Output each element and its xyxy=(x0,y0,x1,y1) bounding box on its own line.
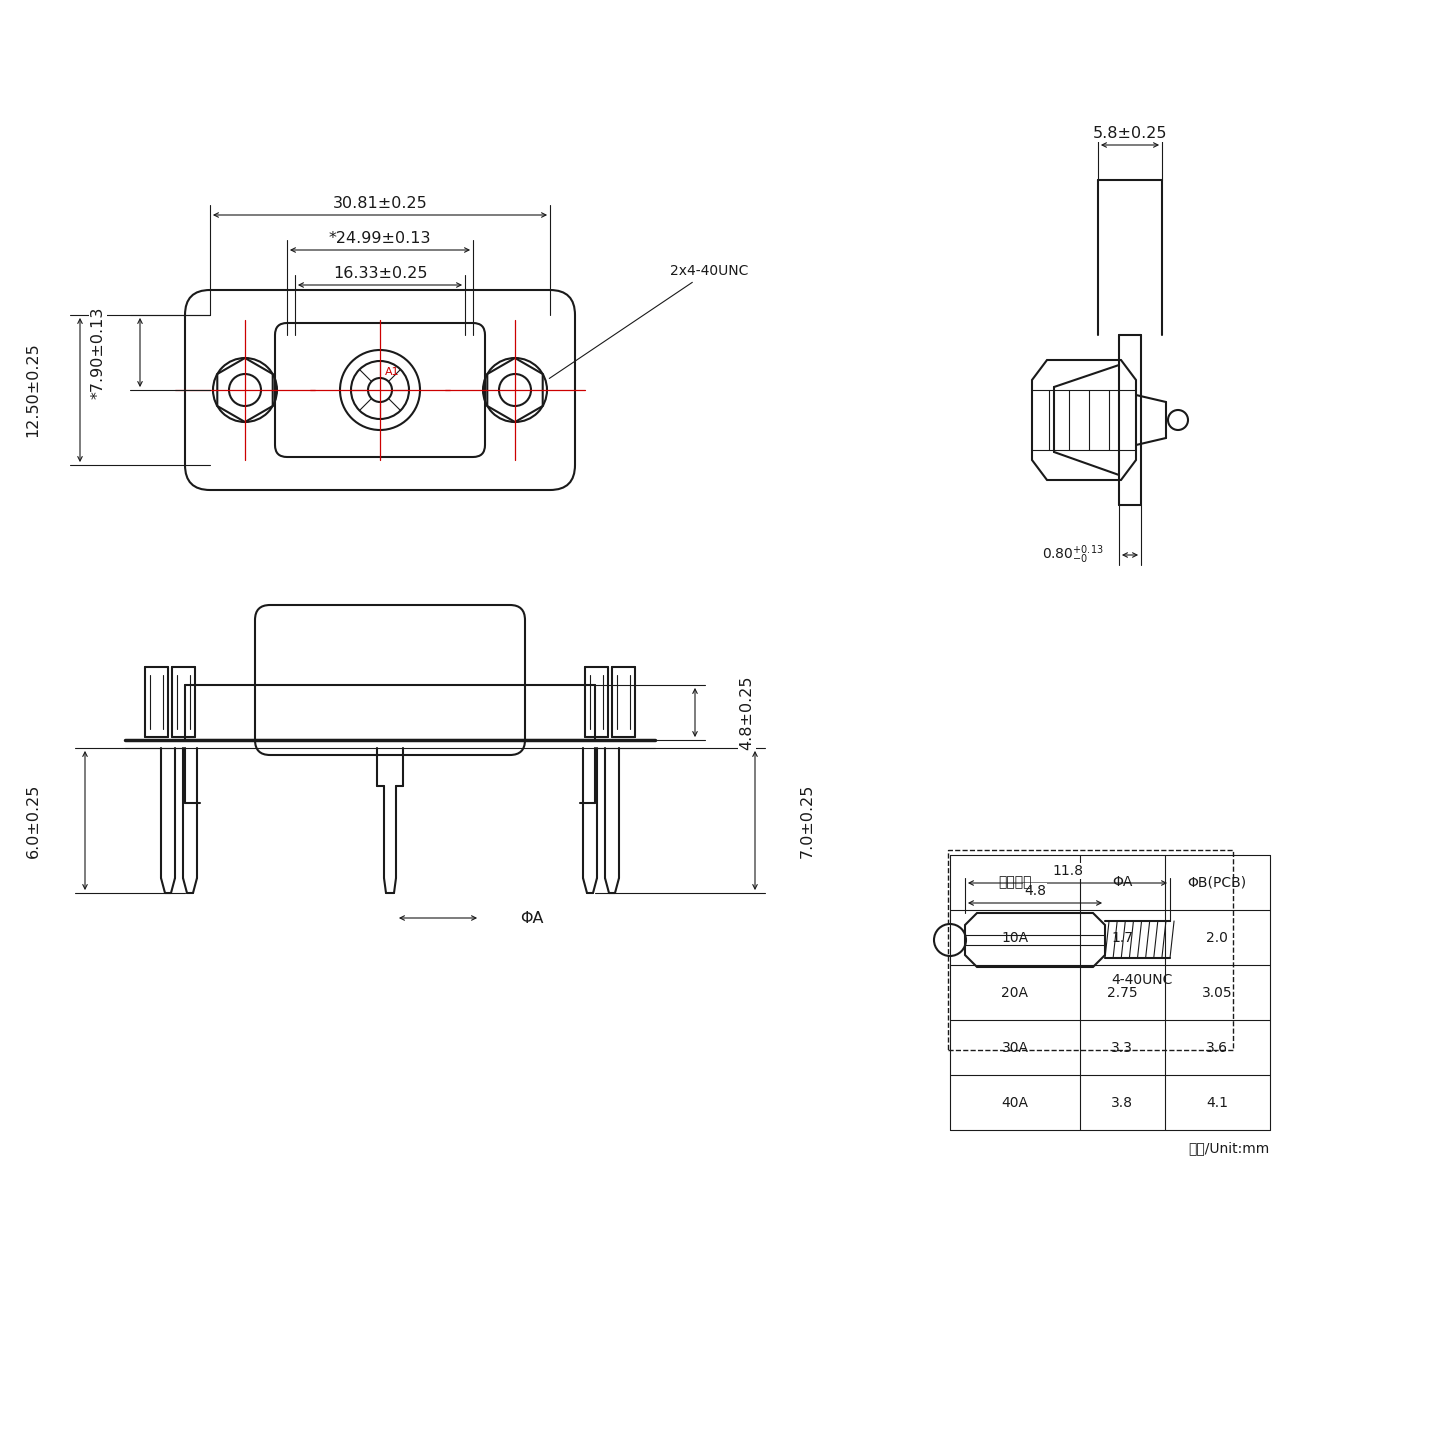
Text: $0.80^{+0.13}_{-0}$: $0.80^{+0.13}_{-0}$ xyxy=(1043,544,1104,566)
Text: 4.8±0.25: 4.8±0.25 xyxy=(740,675,755,750)
Text: 3.8: 3.8 xyxy=(1112,1096,1133,1110)
Text: 30.81±0.25: 30.81±0.25 xyxy=(333,196,428,210)
Text: 5.8±0.25: 5.8±0.25 xyxy=(1093,125,1168,141)
Text: 20A: 20A xyxy=(1001,986,1028,999)
Text: 额定电流: 额定电流 xyxy=(998,876,1031,888)
Text: ΦB(PCB): ΦB(PCB) xyxy=(1188,876,1247,888)
Text: *7.90±0.13: *7.90±0.13 xyxy=(91,307,105,399)
Text: ΦA: ΦA xyxy=(520,910,543,926)
Text: A1: A1 xyxy=(384,367,399,377)
Text: ΦA: ΦA xyxy=(1112,876,1132,888)
Text: 4-40UNC: 4-40UNC xyxy=(1112,973,1172,986)
Text: 2.0: 2.0 xyxy=(1207,932,1228,945)
Text: 3.6: 3.6 xyxy=(1205,1041,1228,1056)
Text: 2.75: 2.75 xyxy=(1107,986,1138,999)
Text: 11.8: 11.8 xyxy=(1053,864,1083,878)
Text: 10A: 10A xyxy=(1001,932,1028,945)
Text: 30A: 30A xyxy=(1001,1041,1028,1056)
Text: 7.0±0.25: 7.0±0.25 xyxy=(799,783,815,858)
Text: *24.99±0.13: *24.99±0.13 xyxy=(328,230,431,245)
Text: 1.7: 1.7 xyxy=(1112,932,1133,945)
Text: 12.50±0.25: 12.50±0.25 xyxy=(26,343,40,438)
Text: 4.8: 4.8 xyxy=(1024,884,1045,899)
Bar xyxy=(948,850,1233,1050)
Text: 16.33±0.25: 16.33±0.25 xyxy=(333,265,428,281)
Text: 4.1: 4.1 xyxy=(1205,1096,1228,1110)
Text: 3.3: 3.3 xyxy=(1112,1041,1133,1056)
Text: 3.05: 3.05 xyxy=(1202,986,1233,999)
Text: 单位/Unit:mm: 单位/Unit:mm xyxy=(1189,1140,1270,1155)
Text: 40A: 40A xyxy=(1001,1096,1028,1110)
Text: 2x4-40UNC: 2x4-40UNC xyxy=(549,264,749,379)
Text: 6.0±0.25: 6.0±0.25 xyxy=(26,783,40,858)
